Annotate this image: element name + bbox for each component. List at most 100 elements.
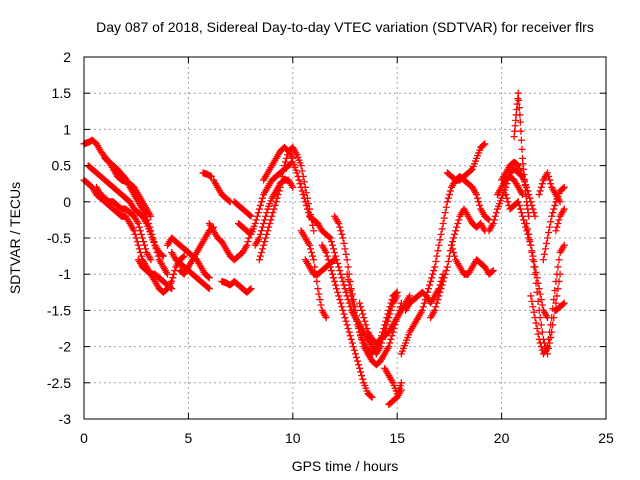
data-point-marker <box>537 321 545 329</box>
series-4 <box>134 256 176 293</box>
data-point-marker <box>434 296 442 304</box>
y-tick-label: 2 <box>63 49 71 65</box>
data-point-marker <box>518 191 526 199</box>
data-point-marker <box>536 339 544 347</box>
data-point-marker <box>330 245 338 253</box>
data-point-marker <box>357 303 365 311</box>
data-point-marker <box>436 236 444 244</box>
series-26 <box>385 386 405 409</box>
data-point-marker <box>295 176 303 184</box>
data-point-marker <box>552 299 560 307</box>
data-point-marker <box>243 241 251 249</box>
data-point-marker <box>533 274 541 282</box>
data-point-marker <box>167 284 175 292</box>
data-point-marker <box>306 205 314 213</box>
data-point-marker <box>503 194 511 202</box>
data-point-marker <box>560 241 568 249</box>
data-point-marker <box>528 248 536 256</box>
data-point-marker <box>257 248 265 256</box>
data-point-marker <box>331 248 339 256</box>
data-point-marker <box>386 303 394 311</box>
data-point-marker <box>347 292 355 300</box>
data-point-marker <box>269 209 277 217</box>
data-point-marker <box>480 141 488 149</box>
data-point-marker <box>280 162 288 170</box>
data-point-marker <box>179 253 187 261</box>
data-point-marker <box>338 303 346 311</box>
data-point-marker <box>555 216 563 224</box>
data-point-marker <box>559 300 567 308</box>
data-point-marker <box>393 288 401 296</box>
data-point-marker <box>419 303 427 311</box>
data-point-marker <box>437 230 445 238</box>
data-point-marker <box>435 292 443 300</box>
data-point-marker <box>531 212 539 220</box>
data-point-marker <box>343 321 351 329</box>
data-point-marker <box>528 297 536 305</box>
data-point-marker <box>252 216 260 224</box>
data-point-marker <box>546 328 554 336</box>
data-point-marker <box>278 172 286 180</box>
data-point-marker <box>336 267 344 275</box>
series-2 <box>84 162 167 260</box>
data-point-marker <box>534 330 542 338</box>
data-point-marker <box>205 285 213 293</box>
data-point-marker <box>334 259 342 267</box>
data-point-marker <box>260 241 268 249</box>
data-point-marker <box>438 281 446 289</box>
data-point-marker <box>434 247 442 255</box>
data-point-marker <box>335 263 343 271</box>
data-point-marker <box>298 187 306 195</box>
data-point-marker <box>345 328 353 336</box>
data-point-marker <box>420 299 428 307</box>
data-point-marker <box>547 218 555 226</box>
data-point-marker <box>538 328 546 336</box>
data-point-marker <box>324 256 332 264</box>
data-point-marker <box>309 221 317 229</box>
data-point-marker <box>267 216 275 224</box>
data-point-marker <box>397 386 405 394</box>
data-point-marker <box>549 209 557 217</box>
data-point-marker <box>514 89 522 97</box>
data-point-marker <box>432 258 440 266</box>
x-axis-label: GPS time / hours <box>292 458 399 474</box>
data-point-marker <box>443 263 451 271</box>
data-point-marker <box>348 297 356 305</box>
data-point-marker <box>542 239 550 247</box>
data-point-marker <box>492 209 500 217</box>
series-37 <box>523 220 564 358</box>
data-point-marker <box>225 197 233 205</box>
data-point-marker <box>256 201 264 209</box>
data-point-marker <box>354 321 362 329</box>
data-point-marker <box>261 238 269 246</box>
data-point-marker <box>451 252 459 260</box>
series-34 <box>498 158 526 184</box>
data-point-marker <box>539 256 547 264</box>
data-point-marker <box>385 343 393 351</box>
data-point-marker <box>247 212 255 220</box>
data-point-marker <box>244 238 252 246</box>
data-point-marker <box>392 289 400 297</box>
data-point-marker <box>266 220 274 228</box>
data-point-marker <box>356 364 364 372</box>
data-point-marker <box>554 263 562 271</box>
series-42 <box>535 169 564 206</box>
data-point-marker <box>426 281 434 289</box>
data-point-marker <box>550 296 558 304</box>
data-point-marker <box>147 212 155 220</box>
data-point-marker <box>259 223 267 231</box>
data-point-marker <box>262 212 270 220</box>
data-point-marker <box>289 183 297 191</box>
data-point-marker <box>342 288 350 296</box>
data-point-marker <box>158 251 166 259</box>
data-point-marker <box>354 357 362 365</box>
data-point-marker <box>170 270 178 278</box>
y-tick-label: 0.5 <box>52 158 72 174</box>
data-point-marker <box>159 252 167 260</box>
data-point-marker <box>303 194 311 202</box>
data-point-marker <box>361 317 369 325</box>
data-point-marker <box>553 292 561 300</box>
data-point-marker <box>388 296 396 304</box>
axis-ticks <box>83 56 607 420</box>
data-point-marker <box>537 183 545 191</box>
